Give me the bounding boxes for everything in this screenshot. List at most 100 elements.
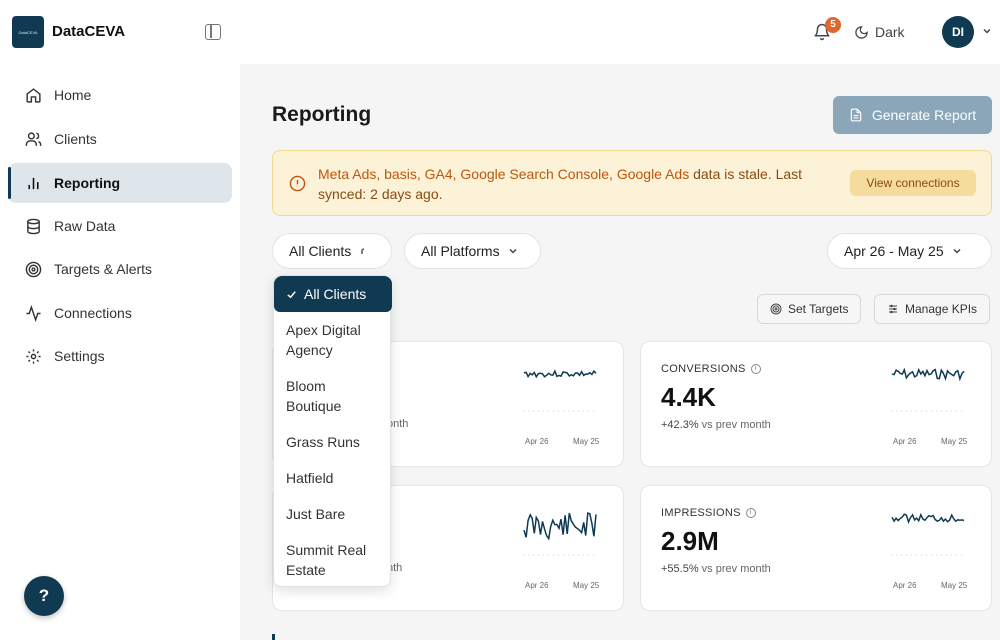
kpi-label-text: CONVERSIONS — [661, 363, 746, 375]
dropdown-option[interactable]: Grass Runs — [286, 432, 386, 452]
dropdown-option-line: Just Bare — [286, 506, 346, 522]
bell-icon[interactable] — [813, 23, 831, 41]
dropdown-option-line: Hatfield — [286, 470, 334, 486]
kpi-label: CONVERSIONS i — [661, 363, 761, 375]
kpi-spark-start-label: Apr 26 — [525, 581, 549, 590]
sidebar-item-clients[interactable]: Clients — [8, 119, 232, 159]
dropdown-option[interactable]: Apex Digital Agency — [286, 320, 386, 360]
date-range-label: Apr 26 - May 25 — [844, 243, 944, 259]
kpi-change-text: vs prev month — [698, 419, 771, 431]
theme-label: Dark — [875, 24, 905, 40]
kpi-spark-end-label: May 25 — [941, 437, 968, 446]
loading-spinner-icon — [361, 248, 365, 254]
client-dropdown-menu: All Clients Apex Digital Agency Bloom Bout… — [273, 275, 392, 587]
dropdown-option-line: Apex Digital — [286, 322, 361, 338]
chevron-down-icon — [953, 248, 961, 254]
kpi-change-pct: +55.5% — [661, 563, 699, 575]
dropdown-option-line: Agency — [286, 342, 333, 358]
kpi-label-text: IMPRESSIONS — [661, 507, 741, 519]
activity-icon — [24, 304, 42, 322]
dropdown-option-line: Boutique — [286, 398, 342, 414]
gear-icon — [24, 347, 42, 365]
client-filter[interactable]: All Clients — [272, 233, 392, 269]
sidebar: Home Clients Reporting Raw Data Targets … — [0, 64, 240, 640]
generate-report-button[interactable]: Generate Report — [833, 96, 992, 134]
sidebar-item-home[interactable]: Home — [8, 75, 232, 115]
kpi-change-text: onth — [387, 418, 409, 430]
help-button[interactable]: ? — [24, 576, 64, 616]
users-icon — [24, 130, 42, 148]
notification-badge: 5 — [825, 17, 841, 33]
kpi-spark-start-label: Apr 26 — [893, 437, 917, 446]
app-logo[interactable]: DataCEVA — [12, 16, 44, 48]
sidebar-item-settings[interactable]: Settings — [8, 336, 232, 376]
alert-circle-icon — [289, 175, 306, 192]
dropdown-option-selected[interactable]: All Clients — [274, 276, 392, 312]
dropdown-option-line: Bloom — [286, 378, 326, 394]
kpi-sparkline — [891, 367, 965, 412]
manage-kpis-button[interactable]: Manage KPIs — [874, 294, 991, 324]
kpi-sparkline — [891, 512, 965, 556]
chevron-down-icon — [509, 248, 517, 254]
page-title: Reporting — [272, 103, 372, 126]
home-icon — [24, 86, 42, 104]
dropdown-option[interactable]: Bloom Boutique — [286, 376, 386, 416]
sidebar-item-raw-data[interactable]: Raw Data — [8, 206, 232, 246]
manage-kpis-label: Manage KPIs — [905, 302, 978, 316]
kpi-card-impressions[interactable]: IMPRESSIONS i 2.9M +55.5% vs prev month A… — [640, 485, 992, 611]
generate-report-label: Generate Report — [871, 107, 977, 123]
sidebar-item-connections[interactable]: Connections — [8, 293, 232, 333]
sidebar-item-label: Clients — [54, 131, 97, 147]
dropdown-option-line: Grass Runs — [286, 434, 360, 450]
sliders-icon — [889, 304, 897, 314]
kpi-change: +42.3% vs prev month — [661, 419, 771, 431]
set-targets-button[interactable]: Set Targets — [757, 294, 862, 324]
kpi-value: 2.9M — [661, 526, 719, 556]
sidebar-item-reporting[interactable]: Reporting — [8, 163, 232, 203]
database-icon — [24, 217, 42, 235]
top-bar: DataCEVA DataCEVA 5 Dark DI — [0, 0, 1000, 64]
dropdown-option-label: All Clients — [304, 286, 367, 302]
bar-chart-icon — [24, 174, 42, 192]
set-targets-label: Set Targets — [788, 302, 849, 316]
chevron-down-icon[interactable] — [982, 26, 992, 36]
dropdown-option[interactable]: Summit Real Estate — [286, 540, 386, 580]
brand-name: DataCEVA — [52, 23, 126, 40]
client-filter-label: All Clients — [289, 243, 352, 259]
alert-message-text: data is stale. Last synced: 2 days ago. — [318, 166, 803, 202]
kpi-change-text: vs prev month — [698, 563, 771, 575]
dropdown-option-line: Estate — [286, 562, 326, 578]
kpi-sparkline — [523, 369, 597, 412]
date-range-filter[interactable]: Apr 26 - May 25 — [827, 233, 992, 269]
stale-data-alert: Meta Ads, basis, GA4, Google Search Cons… — [272, 150, 992, 216]
section-marker — [272, 634, 275, 640]
kpi-card-conversions[interactable]: CONVERSIONS i 4.4K +42.3% vs prev month A… — [640, 341, 992, 467]
sidebar-item-targets-alerts[interactable]: Targets & Alerts — [8, 249, 232, 289]
moon-icon — [855, 25, 868, 39]
sidebar-item-label: Home — [54, 87, 92, 103]
kpi-change-pct: +42.3% — [661, 419, 699, 431]
target-icon — [770, 303, 782, 315]
check-icon — [287, 290, 296, 298]
kpi-sparkline — [523, 512, 597, 556]
view-connections-button[interactable]: View connections — [850, 170, 976, 196]
file-icon — [850, 108, 862, 122]
theme-toggle-button[interactable]: Dark — [854, 23, 905, 41]
dropdown-option[interactable]: Just Bare — [286, 504, 386, 524]
kpi-spark-end-label: May 25 — [941, 581, 968, 590]
sidebar-item-label: Raw Data — [54, 218, 116, 234]
alert-message: Meta Ads, basis, GA4, Google Search Cons… — [318, 164, 848, 204]
kpi-spark-start-label: Apr 26 — [893, 581, 917, 590]
info-icon[interactable]: i — [745, 508, 756, 518]
dropdown-option[interactable]: Hatfield — [286, 468, 386, 488]
kpi-spark-end-label: May 25 — [573, 437, 600, 446]
dropdown-option-line: Summit Real — [286, 542, 367, 558]
sidebar-collapse-icon[interactable] — [205, 24, 221, 40]
kpi-change: +55.5% vs prev month — [661, 563, 771, 575]
kpi-label: IMPRESSIONS i — [661, 507, 756, 519]
platform-filter[interactable]: All Platforms — [404, 233, 541, 269]
avatar[interactable]: DI — [942, 16, 974, 48]
kpi-value: 4.4K — [661, 382, 716, 412]
sidebar-item-label: Reporting — [54, 175, 121, 191]
info-icon[interactable]: i — [750, 364, 761, 374]
